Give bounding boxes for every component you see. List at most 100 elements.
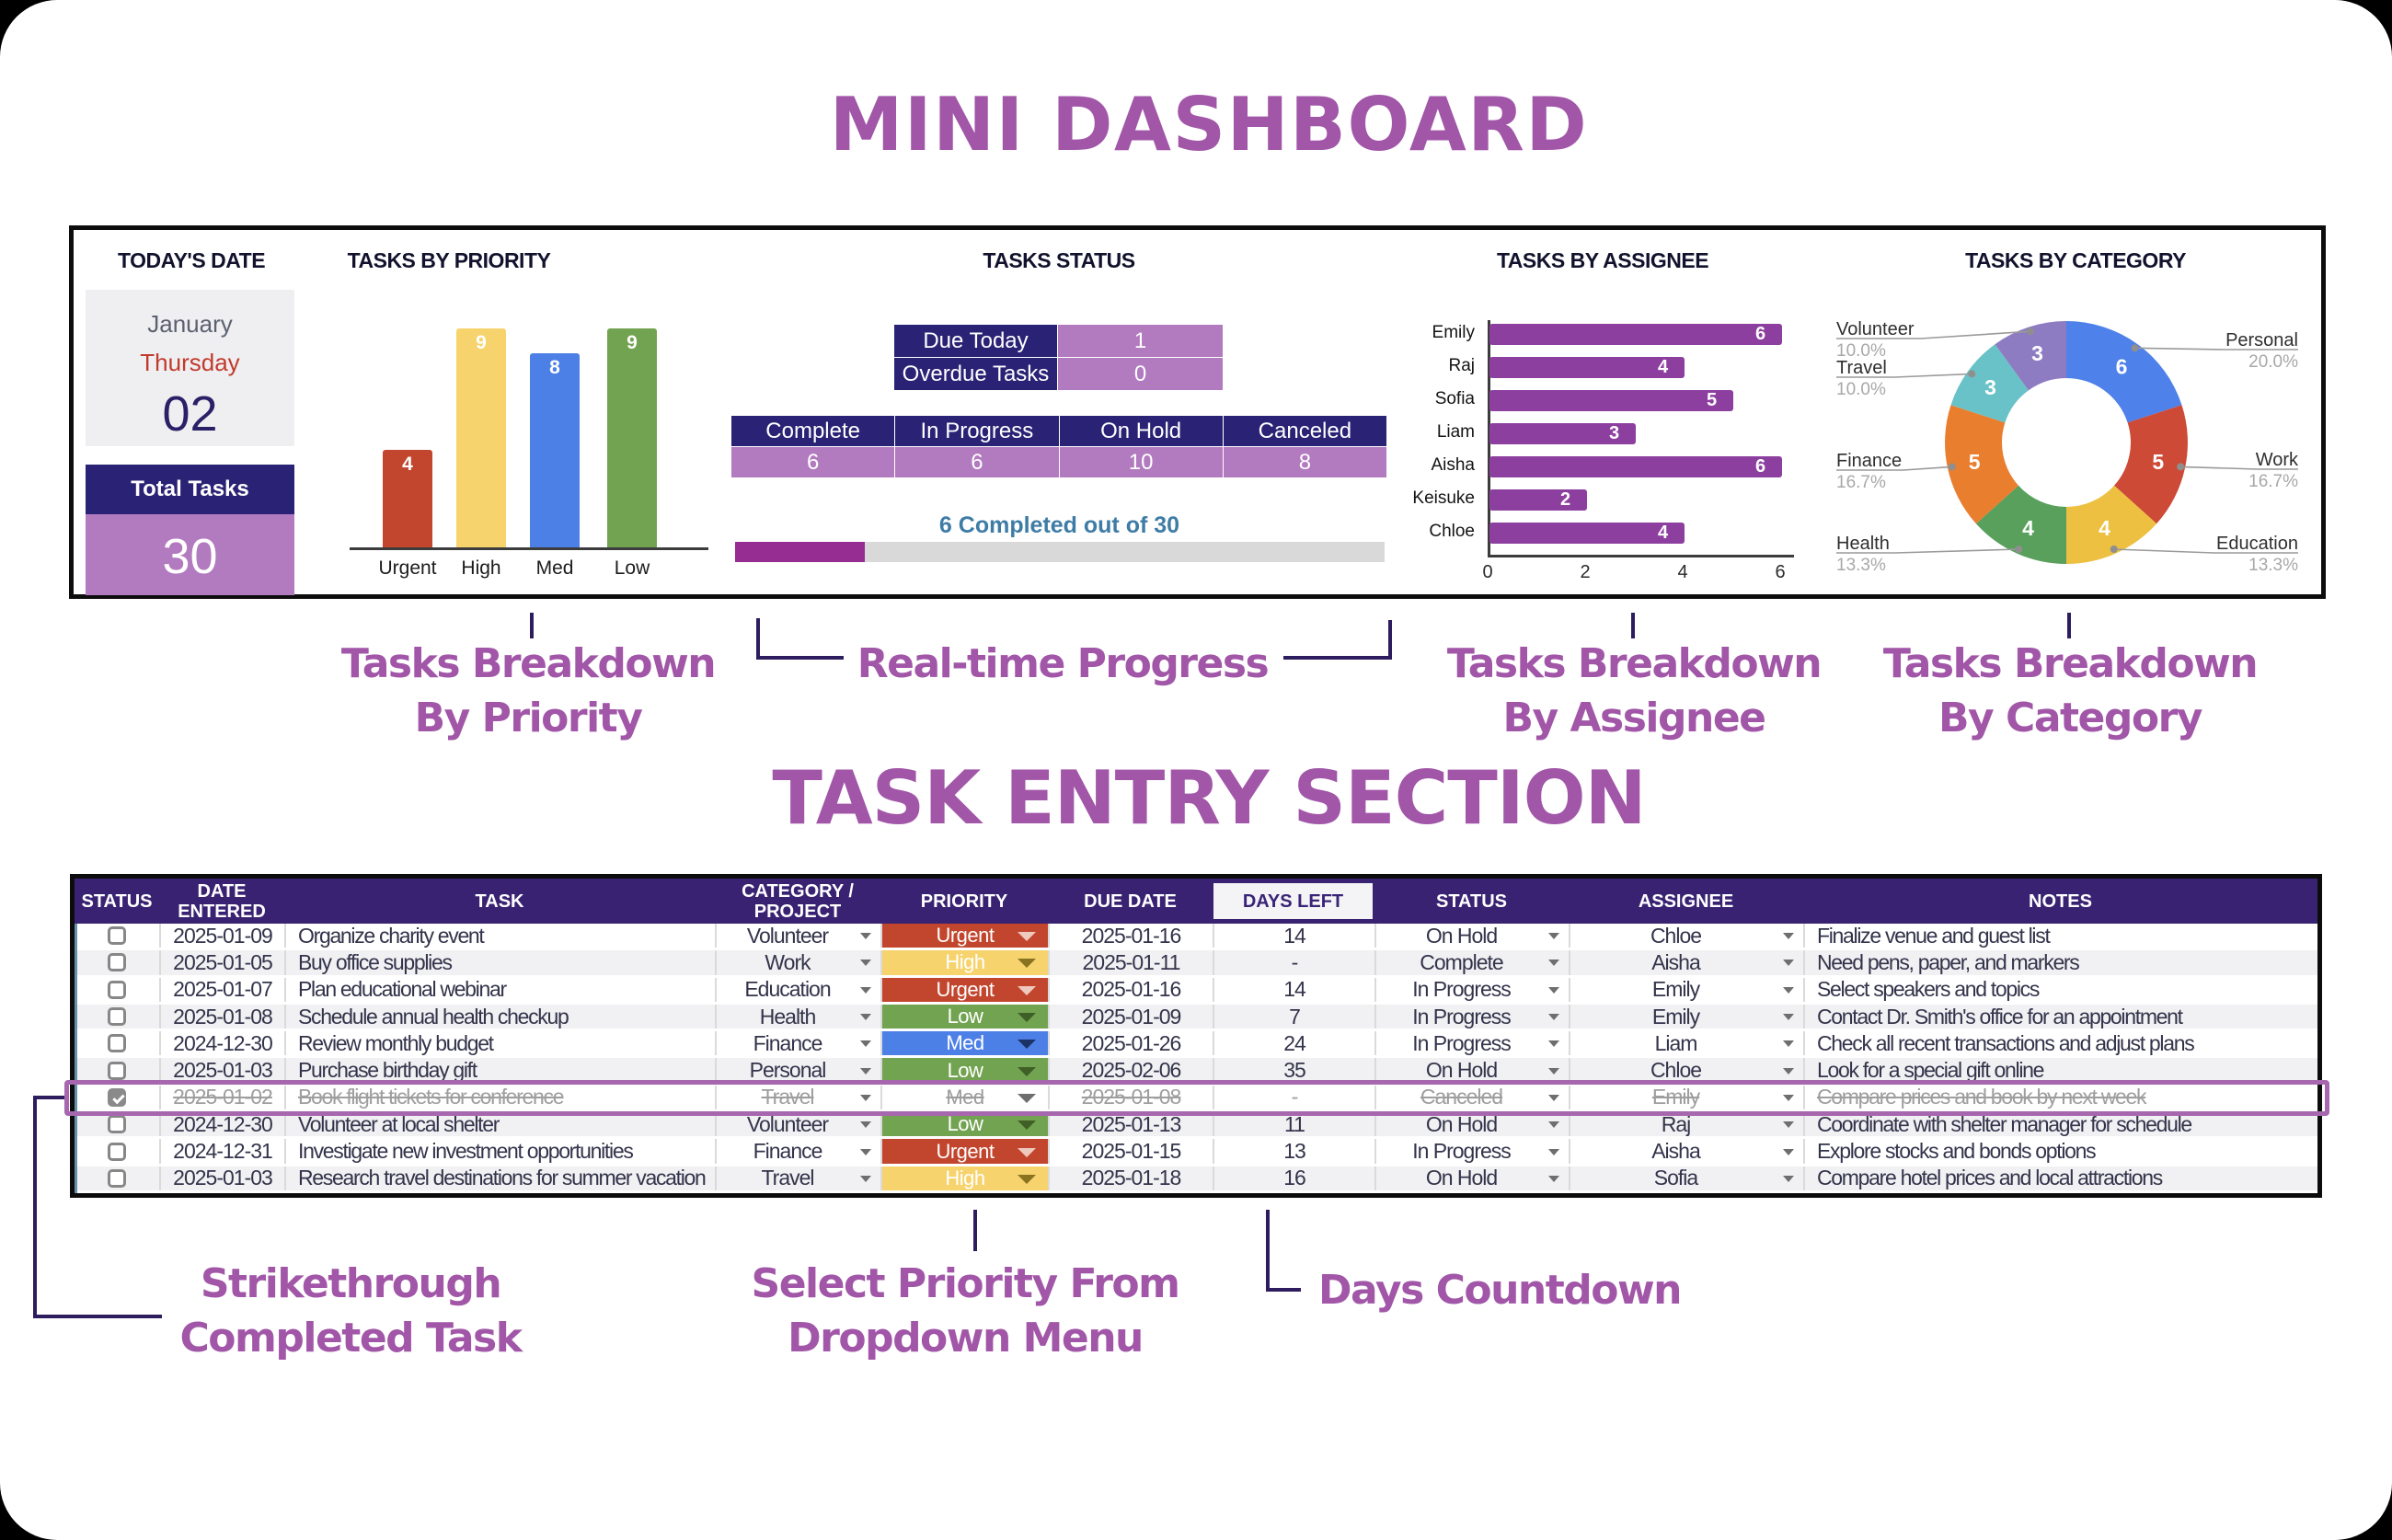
cell-status-dropdown[interactable]: In Progress: [1374, 977, 1569, 1002]
cell-priority-dropdown[interactable]: Low: [880, 1004, 1048, 1029]
donut-slice: [1945, 405, 2018, 524]
donut-label-name: Education: [2216, 534, 2298, 554]
donut-label-pct: 13.3%: [1836, 556, 1886, 575]
assignee-bar: [1489, 522, 1685, 544]
date-day: 02: [162, 386, 218, 442]
checkbox-unchecked[interactable]: [108, 980, 126, 999]
checkbox-unchecked[interactable]: [108, 1142, 126, 1161]
checkbox-unchecked[interactable]: [108, 1115, 126, 1134]
cell-status-dropdown[interactable]: In Progress: [1374, 1031, 1569, 1056]
kpi-row: Due Today 1: [894, 325, 1224, 357]
dropdown-arrow-icon: [1018, 1066, 1036, 1076]
cell-category-dropdown[interactable]: Education: [715, 977, 880, 1002]
priority-chip: Urgent: [882, 977, 1048, 1002]
cell-priority-dropdown[interactable]: Urgent: [880, 977, 1048, 1002]
dropdown-arrow-icon: [1783, 933, 1794, 940]
cell-priority-dropdown[interactable]: High: [880, 1166, 1048, 1190]
header-line: STATUS: [81, 891, 153, 912]
checkbox-unchecked[interactable]: [108, 1168, 126, 1188]
cell-status-dropdown[interactable]: On Hold: [1374, 1058, 1569, 1083]
annotation-category-line1: Tasks Breakdown: [1882, 640, 2259, 687]
cell-status-checkbox: [75, 950, 159, 974]
donut-label-pct: 13.3%: [2248, 556, 2298, 575]
cell-priority-dropdown[interactable]: High: [880, 950, 1048, 975]
header-category-project: CATEGORY / PROJECT: [715, 879, 880, 924]
donut-label-name: Health: [1836, 534, 1890, 554]
cell-priority-dropdown[interactable]: Urgent: [880, 924, 1048, 948]
cell-assignee-dropdown[interactable]: Aisha: [1569, 1139, 1803, 1164]
donut-label-pct: 16.7%: [2248, 472, 2298, 491]
cell-status-dropdown[interactable]: On Hold: [1374, 1112, 1569, 1137]
cell-notes: Compare prices and book by next week: [1803, 1085, 2317, 1110]
cell-days-left: 16: [1213, 1166, 1374, 1190]
assignee-bar: [1489, 455, 1782, 477]
kpi-value: 1: [1058, 325, 1223, 357]
cell-assignee-dropdown[interactable]: Emily: [1569, 1004, 1803, 1029]
header-days-left-cell: DAYS LEFT: [1213, 883, 1373, 919]
assignee-x-tick-label: 2: [1580, 562, 1591, 582]
checkbox-checked[interactable]: [108, 1087, 126, 1107]
cell-assignee-dropdown[interactable]: Chloe: [1569, 924, 1803, 948]
cell-category-dropdown[interactable]: Travel: [715, 1166, 880, 1190]
cell-assignee-dropdown[interactable]: Emily: [1569, 977, 1803, 1002]
cell-status-dropdown[interactable]: In Progress: [1374, 1139, 1569, 1164]
cell-date-entered: 2025-01-05: [159, 950, 284, 975]
cell-assignee-dropdown[interactable]: Raj: [1569, 1112, 1803, 1137]
cell-category-dropdown[interactable]: Finance: [715, 1139, 880, 1164]
cell-status-dropdown[interactable]: Complete: [1374, 950, 1569, 975]
status-strip-value: 6: [731, 447, 895, 477]
cell-status-checkbox: [75, 1058, 159, 1082]
cell-category-dropdown[interactable]: Finance: [715, 1031, 880, 1056]
cell-priority-dropdown[interactable]: Med: [880, 1031, 1048, 1056]
dropdown-arrow-icon: [1018, 1040, 1036, 1050]
checkbox-unchecked[interactable]: [108, 953, 126, 972]
header-priority: PRIORITY: [880, 879, 1048, 924]
status-strip-value: 6: [895, 447, 1059, 477]
checkbox-unchecked[interactable]: [108, 926, 126, 946]
cell-assignee-dropdown[interactable]: Chloe: [1569, 1058, 1803, 1083]
cell-date-entered: 2025-01-08: [159, 1004, 284, 1029]
cell-task: Organize charity event: [284, 924, 715, 948]
cell-due-date: 2025-02-06: [1048, 1058, 1213, 1083]
connector-progress-left-v: [756, 618, 760, 660]
header-line: ENTERED: [178, 901, 266, 922]
cell-priority-dropdown[interactable]: Low: [880, 1112, 1048, 1137]
cell-assignee-dropdown[interactable]: Aisha: [1569, 950, 1803, 975]
task-table-header: STATUS DATE ENTERED TASK CATEGORY / PROJECT PR…: [75, 879, 2317, 924]
progress-bar-fill: [735, 542, 866, 562]
cell-status-dropdown[interactable]: In Progress: [1374, 1004, 1569, 1029]
cell-category-dropdown[interactable]: Travel: [715, 1085, 880, 1110]
checkbox-unchecked[interactable]: [108, 1007, 126, 1027]
donut-leader-line: [1836, 548, 2019, 554]
assignee-bar: [1489, 488, 1587, 511]
cell-assignee-dropdown[interactable]: Sofia: [1569, 1166, 1803, 1190]
cell-status-dropdown[interactable]: On Hold: [1374, 1166, 1569, 1190]
date-month: January: [147, 310, 233, 338]
dropdown-arrow-icon: [1548, 1040, 1559, 1048]
donut-label-name: Personal: [2225, 330, 2298, 351]
cell-category-dropdown[interactable]: Work: [715, 950, 880, 975]
cell-due-date: 2025-01-15: [1048, 1139, 1213, 1164]
donut-slice-value: 4: [2022, 516, 2034, 540]
annotation-days-text: Days Countdown: [1318, 1267, 1682, 1314]
cell-category-dropdown[interactable]: Volunteer: [715, 1112, 880, 1137]
cell-category-dropdown[interactable]: Volunteer: [715, 924, 880, 948]
checkbox-unchecked[interactable]: [108, 1034, 126, 1053]
cell-assignee-dropdown[interactable]: Emily: [1569, 1085, 1803, 1110]
donut-slice-value: 6: [2116, 355, 2128, 379]
donut-label-name: Travel: [1836, 358, 1887, 378]
cell-category-dropdown[interactable]: Personal: [715, 1058, 880, 1083]
cell-status-dropdown[interactable]: Canceled: [1374, 1085, 1569, 1110]
dropdown-arrow-icon: [1783, 1175, 1794, 1182]
priority-chip: Low: [882, 1004, 1048, 1029]
cell-assignee-dropdown[interactable]: Liam: [1569, 1031, 1803, 1056]
cell-category-dropdown[interactable]: Health: [715, 1004, 880, 1029]
cell-days-left: 24: [1213, 1031, 1374, 1056]
cell-priority-dropdown[interactable]: Low: [880, 1058, 1048, 1083]
cell-status-dropdown[interactable]: On Hold: [1374, 924, 1569, 948]
cell-priority-dropdown[interactable]: Med: [880, 1085, 1048, 1110]
donut-leader-dot: [2026, 328, 2034, 336]
cell-priority-dropdown[interactable]: Urgent: [880, 1139, 1048, 1164]
checkbox-unchecked[interactable]: [108, 1061, 126, 1080]
task-row: 2025-01-05 Buy office supplies Work High 202…: [75, 950, 2317, 978]
